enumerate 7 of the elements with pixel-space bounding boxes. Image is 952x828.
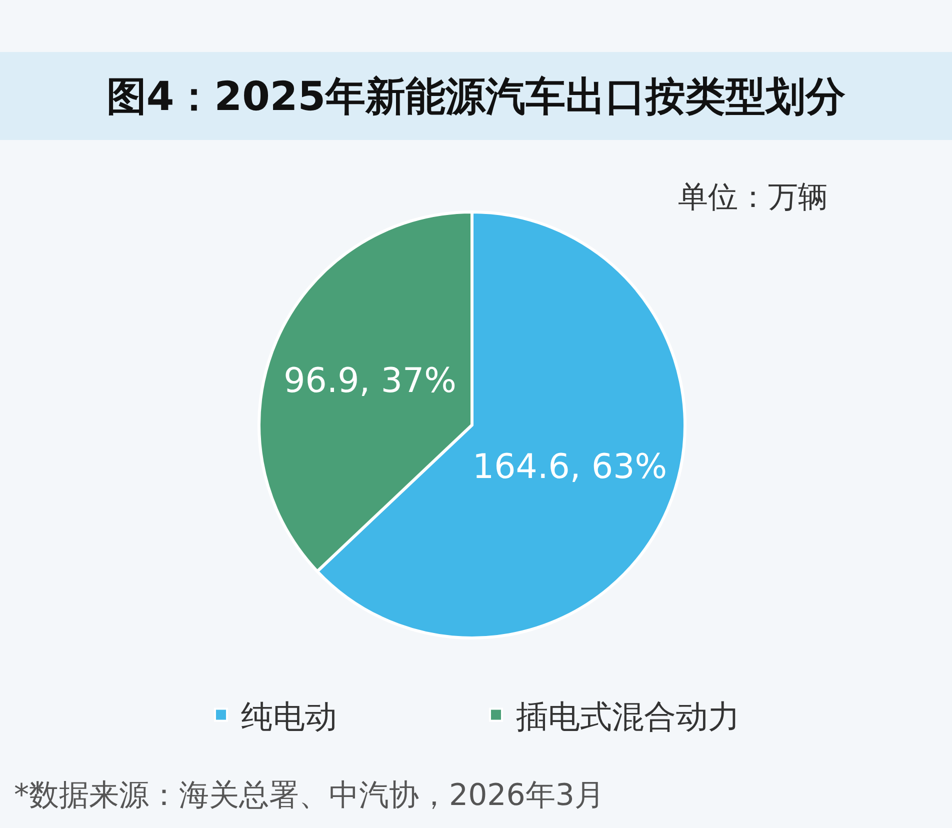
- chart-title: 图4：2025年新能源汽车出口按类型划分: [106, 74, 846, 120]
- legend-label: 纯电动: [241, 697, 337, 736]
- chart-subtitle: 单位：万辆: [678, 180, 828, 215]
- text: *数据来源：海关总署、中汽协，2026年3月: [14, 778, 604, 813]
- data-label: 96.9, 37%: [284, 361, 456, 402]
- legend-label: 插电式混合动力: [516, 697, 740, 736]
- data-label: 164.6, 63%: [472, 447, 668, 488]
